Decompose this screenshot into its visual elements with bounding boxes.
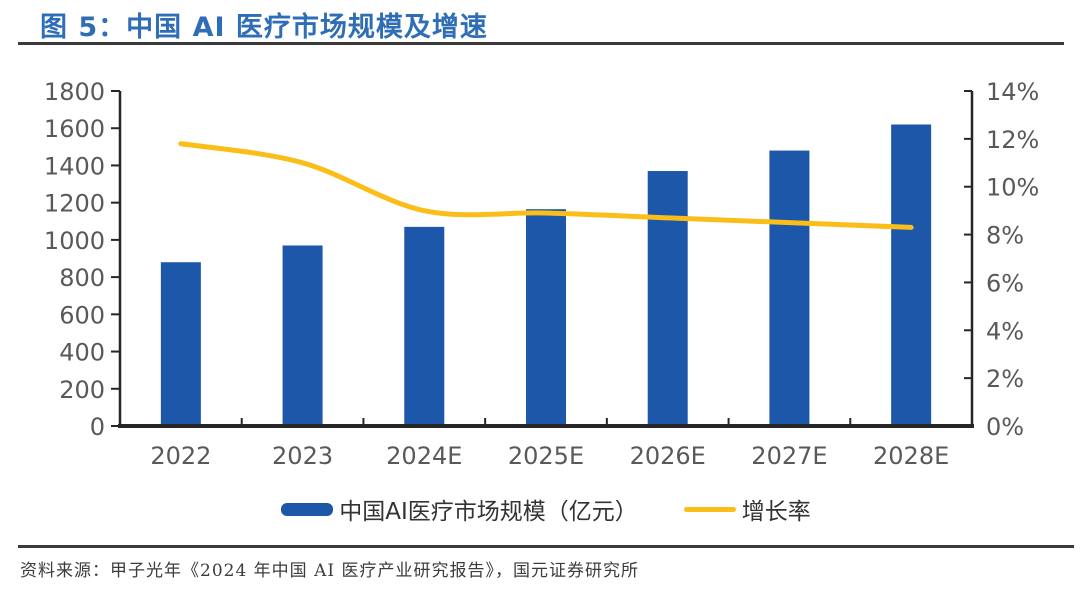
legend-label-market-size: 中国AI医疗市场规模（亿元） [339,499,638,525]
right-axis-label: 6% [986,269,1024,297]
source-note: 资料来源：甲子光年《2024 年中国 AI 医疗产业研究报告》，国元证券研究所 [20,561,639,581]
bar-2027E [769,150,810,427]
right-axis-label: 12% [986,126,1039,154]
left-axis-label: 1600 [44,115,105,143]
x-axis-label: 2026E [630,442,706,470]
left-axis-label: 600 [59,301,105,329]
bar-2023 [282,245,323,426]
right-axis-label: 14% [986,78,1039,106]
x-axis-label: 2022 [150,442,211,470]
line-series-swatch [683,506,736,512]
left-axis-label: 200 [59,376,105,404]
left-axis-label: 1400 [44,152,105,180]
figure-title: 图 5：中国 AI 医疗市场规模及增速 [40,12,488,43]
legend-item-growth-rate: 增长率 [683,492,811,526]
right-axis-label: 2% [986,365,1024,393]
x-axis-label: 2028E [873,442,949,470]
right-axis-label: 0% [986,413,1024,441]
bar-2025E [526,209,566,426]
growth-rate-line [178,141,914,230]
left-axis-label: 1000 [44,227,105,255]
left-axis-label: 400 [59,339,105,367]
bar-2028E [891,124,932,426]
bar-2026E [647,171,688,426]
bar-2022 [160,262,201,426]
legend-label-growth-rate: 增长率 [741,499,811,525]
chart-legend: 中国AI医疗市场规模（亿元） 增长率 [120,492,972,526]
title-divider [18,42,1064,45]
left-axis-label: 800 [59,264,105,292]
right-axis-label: 8% [986,222,1024,250]
right-axis-label: 10% [986,174,1039,202]
footer-divider [18,545,1074,548]
left-axis-label: 0 [90,413,105,441]
x-axis-label: 2027E [751,442,827,470]
left-axis-label: 1800 [44,78,105,106]
bar-series-swatch [281,502,334,516]
x-axis-label: 2025E [508,442,584,470]
legend-item-market-size: 中国AI医疗市场规模（亿元） [281,492,638,526]
right-axis-label: 4% [986,317,1024,345]
left-axis-label: 1200 [44,190,105,218]
x-axis-label: 2023 [272,442,333,470]
bar-2024E [404,226,445,426]
x-axis-label: 2024E [386,442,462,470]
